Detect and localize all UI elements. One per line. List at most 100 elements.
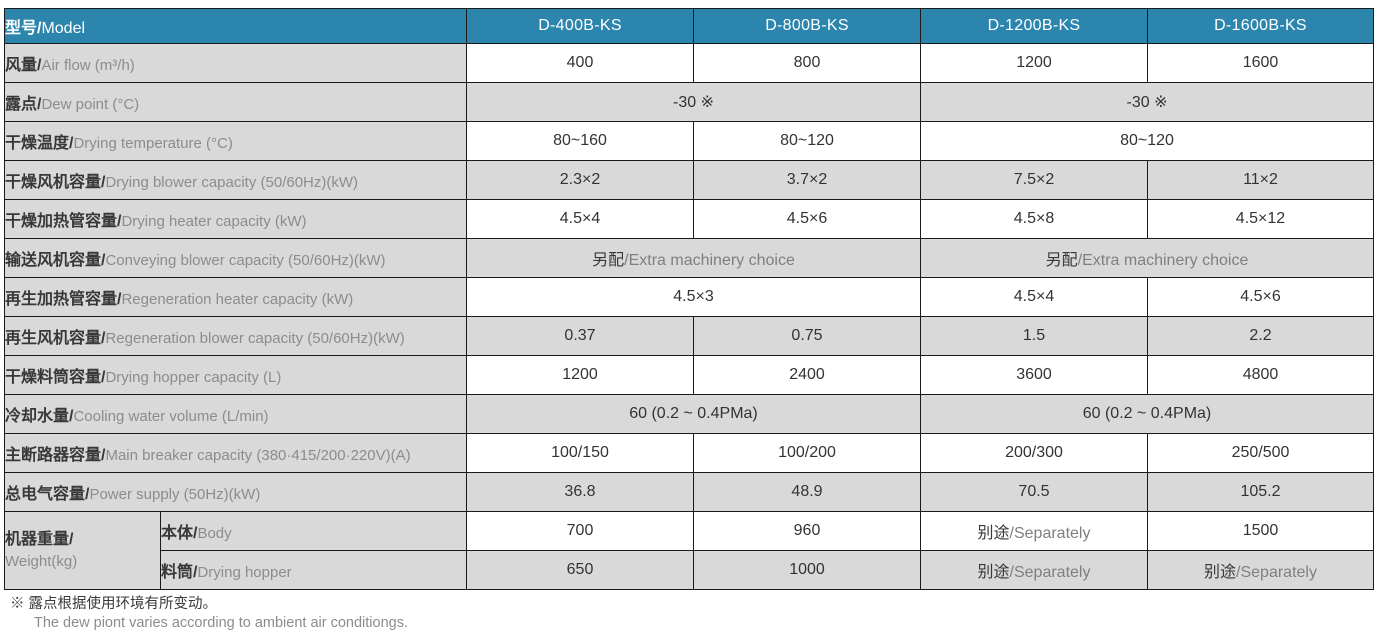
weight-sub-label-cell: 本体/Body bbox=[160, 511, 467, 551]
value-cell: 3.7×2 bbox=[693, 160, 921, 200]
row-label-cell: 露点/Dew point (°C) bbox=[4, 82, 467, 122]
spec-row: 再生加热管容量/Regeneration heater capacity (kW… bbox=[4, 277, 1374, 317]
value-cell: 36.8 bbox=[466, 472, 694, 512]
text-zh: 别途 bbox=[977, 525, 1010, 542]
footnote: ※ 露点根据使用环境有所变动。 The dew piont varies acc… bbox=[10, 595, 1378, 633]
spec-row: 干燥料筒容量/Drying hopper capacity (L) 1200 240… bbox=[4, 355, 1374, 395]
value-cell: 105.2 bbox=[1147, 472, 1374, 512]
value-cell: 60 (0.2 ~ 0.4PMa) bbox=[466, 394, 921, 434]
value-cell: 11×2 bbox=[1147, 160, 1374, 200]
header-label-cell: 型号/Model bbox=[4, 8, 467, 44]
text-en: /Extra machinery choice bbox=[1077, 252, 1249, 269]
text-zh: 总电气容量/ bbox=[5, 486, 90, 503]
value-cell: 2.2 bbox=[1147, 316, 1374, 356]
weight-row: 料筒/Drying hopper 650 1000 别途/Separately 别途/S… bbox=[5, 550, 1374, 590]
value-cell: 960 bbox=[693, 511, 921, 551]
text-zh: 冷却水量/ bbox=[5, 408, 74, 425]
value-cell: 4.5×6 bbox=[693, 199, 921, 239]
text-en: Dew point (°C) bbox=[41, 96, 140, 113]
value-cell: 100/200 bbox=[693, 433, 921, 473]
value-cell: 3600 bbox=[920, 355, 1148, 395]
value-cell: 200/300 bbox=[920, 433, 1148, 473]
text-zh: 干燥料筒容量/ bbox=[5, 369, 106, 386]
text-en: Regeneration blower capacity (50/60Hz)(k… bbox=[105, 330, 405, 347]
spec-row: 风量/Air flow (m³/h) 400 800 1200 1600 bbox=[4, 43, 1374, 83]
row-label-cell: 总电气容量/Power supply (50Hz)(kW) bbox=[4, 472, 467, 512]
text-en: /Separately bbox=[1236, 564, 1317, 581]
value-cell: 另配/Extra machinery choice bbox=[920, 238, 1374, 278]
value-cell: 80~120 bbox=[693, 121, 921, 161]
value-cell: 别途/Separately bbox=[920, 511, 1148, 551]
spec-row: 干燥加热管容量/Drying heater capacity (kW) 4.5×4… bbox=[4, 199, 1374, 239]
value-cell: 4.5×4 bbox=[466, 199, 694, 239]
row-label-cell: 主断路器容量/Main breaker capacity (380·415/20… bbox=[4, 433, 467, 473]
text-en: /Extra machinery choice bbox=[624, 252, 795, 269]
text-zh: 再生加热管容量/ bbox=[5, 291, 122, 308]
row-label-cell: 再生加热管容量/Regeneration heater capacity (kW… bbox=[4, 277, 467, 317]
value-cell: 4.5×12 bbox=[1147, 199, 1374, 239]
text-zh: 另配 bbox=[1045, 252, 1078, 269]
row-label-cell: 输送风机容量/Conveying blower capacity (50/60H… bbox=[4, 238, 467, 278]
value-cell: 4.5×8 bbox=[920, 199, 1148, 239]
value-cell: 48.9 bbox=[693, 472, 921, 512]
value-cell: 80~120 bbox=[920, 121, 1374, 161]
header-model-cell: D-800B-KS bbox=[693, 8, 921, 44]
value-cell: 60 (0.2 ~ 0.4PMa) bbox=[920, 394, 1374, 434]
spec-row: 干燥风机容量/Drying blower capacity (50/60Hz)(… bbox=[4, 160, 1374, 200]
spec-row: 输送风机容量/Conveying blower capacity (50/60H… bbox=[4, 238, 1374, 278]
value-cell: -30 ※ bbox=[920, 82, 1374, 122]
row-label-cell: 风量/Air flow (m³/h) bbox=[4, 43, 467, 83]
text-zh: 风量/ bbox=[5, 57, 42, 74]
weight-label-en: Weight(kg) bbox=[5, 552, 78, 570]
value-cell: 0.75 bbox=[693, 316, 921, 356]
spec-row: 干燥温度/Drying temperature (°C) 80~160 80~120… bbox=[4, 121, 1374, 161]
text-en: Body bbox=[197, 525, 232, 542]
text-zh: 干燥加热管容量/ bbox=[5, 213, 122, 230]
text-en: Power supply (50Hz)(kW) bbox=[89, 486, 261, 503]
header-model-cell: D-400B-KS bbox=[466, 8, 694, 44]
text-zh: 型号/ bbox=[5, 20, 42, 37]
row-label-cell: 干燥温度/Drying temperature (°C) bbox=[4, 121, 467, 161]
text-zh: 主断路器容量/ bbox=[5, 447, 106, 464]
text-zh: 干燥温度/ bbox=[5, 135, 74, 152]
text-en: Main breaker capacity (380·415/200·220V)… bbox=[105, 447, 411, 464]
value-cell: 250/500 bbox=[1147, 433, 1374, 473]
footnote-zh: ※ 露点根据使用环境有所变动。 bbox=[10, 596, 218, 612]
row-label-cell: 再生风机容量/Regeneration blower capacity (50/… bbox=[4, 316, 467, 356]
spec-row: 总电气容量/Power supply (50Hz)(kW) 36.8 48.9 70.… bbox=[4, 472, 1374, 512]
value-cell: 70.5 bbox=[920, 472, 1148, 512]
value-cell: 4.5×3 bbox=[466, 277, 921, 317]
text-en: Drying heater capacity (kW) bbox=[121, 213, 307, 230]
text-en: /Separately bbox=[1009, 525, 1091, 542]
value-cell: 另配/Extra machinery choice bbox=[466, 238, 921, 278]
weight-group-label-cell: 机器重量/Weight(kg) bbox=[4, 511, 161, 590]
value-cell: 2400 bbox=[693, 355, 921, 395]
text-zh: 输送风机容量/ bbox=[5, 252, 106, 269]
value-cell: 100/150 bbox=[466, 433, 694, 473]
text-en: Regeneration heater capacity (kW) bbox=[121, 291, 354, 308]
footnote-en: The dew piont varies according to ambien… bbox=[34, 615, 408, 631]
row-label-cell: 冷却水量/Cooling water volume (L/min) bbox=[4, 394, 467, 434]
value-cell: 2.3×2 bbox=[466, 160, 694, 200]
header-model-cell: D-1200B-KS bbox=[920, 8, 1148, 44]
value-cell: 800 bbox=[693, 43, 921, 83]
weight-label-zh: 机器重量/ bbox=[5, 530, 74, 548]
value-cell: 4.5×6 bbox=[1147, 277, 1374, 317]
spec-row: 冷却水量/Cooling water volume (L/min) 60 (0.2… bbox=[4, 394, 1374, 434]
value-cell: 4.5×4 bbox=[920, 277, 1148, 317]
text-en: Conveying blower capacity (50/60Hz)(kW) bbox=[105, 252, 386, 269]
text-zh: 另配 bbox=[592, 252, 625, 269]
value-cell: 1600 bbox=[1147, 43, 1374, 83]
value-cell: 1200 bbox=[466, 355, 694, 395]
text-zh: 露点/ bbox=[5, 96, 42, 113]
value-cell: -30 ※ bbox=[466, 82, 921, 122]
row-label-cell: 干燥加热管容量/Drying heater capacity (kW) bbox=[4, 199, 467, 239]
text-zh: 料筒/ bbox=[161, 564, 198, 581]
value-cell: 1000 bbox=[693, 550, 921, 590]
text-zh: 别途 bbox=[977, 564, 1010, 581]
text-en: Drying hopper bbox=[197, 564, 292, 581]
value-cell: 700 bbox=[466, 511, 694, 551]
row-label-cell: 干燥料筒容量/Drying hopper capacity (L) bbox=[4, 355, 467, 395]
text-zh: 别途 bbox=[1204, 564, 1237, 581]
